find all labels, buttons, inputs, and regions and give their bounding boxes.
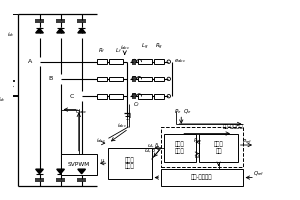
Bar	[154, 77, 164, 81]
Text: $i_{abc}$: $i_{abc}$	[97, 136, 106, 145]
Text: $P_e$: $P_e$	[174, 107, 181, 116]
Bar	[110, 77, 123, 81]
Bar	[138, 59, 152, 64]
Text: $i_{dc}$: $i_{dc}$	[7, 30, 15, 39]
Text: N: N	[127, 114, 130, 119]
Bar	[138, 77, 152, 81]
Polygon shape	[36, 28, 43, 33]
Text: $\omega$: $\omega$	[194, 153, 201, 160]
Text: 虚拟调
速器: 虚拟调 速器	[214, 142, 224, 154]
Bar	[97, 94, 106, 99]
Text: $u$: $u$	[100, 157, 105, 164]
Text: SVPWM: SVPWM	[68, 162, 90, 167]
Text: $U_{abc}$: $U_{abc}$	[75, 107, 88, 116]
Bar	[97, 77, 106, 81]
Polygon shape	[78, 28, 86, 33]
Bar	[97, 59, 106, 64]
Bar	[109, 148, 152, 179]
Text: $R_f$: $R_f$	[98, 46, 106, 55]
Bar	[110, 59, 123, 64]
Text: 有功-频率控制: 有功-频率控制	[223, 124, 243, 129]
Bar	[154, 94, 164, 99]
Polygon shape	[57, 169, 64, 174]
Text: $\omega,\delta$: $\omega,\delta$	[144, 146, 156, 154]
Text: $i_{abc}$: $i_{abc}$	[119, 43, 130, 52]
Text: $P_m$: $P_m$	[193, 136, 202, 145]
Bar	[110, 94, 123, 99]
Polygon shape	[57, 28, 64, 33]
Bar	[200, 134, 238, 162]
Polygon shape	[36, 169, 43, 174]
Text: $C_f$: $C_f$	[134, 100, 141, 109]
Text: $L_g$: $L_g$	[141, 42, 148, 52]
Text: $R_g$: $R_g$	[155, 42, 163, 52]
Bar	[154, 59, 164, 64]
Text: $\omega,\delta$: $\omega,\delta$	[147, 141, 159, 149]
Text: $L_f$: $L_f$	[115, 46, 122, 55]
Bar	[161, 169, 242, 186]
Text: 无功-电压控制: 无功-电压控制	[191, 175, 213, 180]
Text: $Q_{ref}$: $Q_{ref}$	[253, 169, 265, 178]
Bar	[164, 134, 196, 162]
Text: $e_{abc}$: $e_{abc}$	[174, 57, 186, 65]
Text: A: A	[28, 59, 32, 64]
Text: $Q_e$: $Q_e$	[183, 107, 192, 116]
Bar	[161, 127, 242, 167]
Text: 电压电
流闭环: 电压电 流闭环	[125, 157, 135, 169]
Text: C: C	[70, 94, 74, 99]
Text: B: B	[49, 76, 53, 81]
Text: $i_{dc}$: $i_{dc}$	[0, 96, 6, 104]
Text: $i_{abc}$: $i_{abc}$	[117, 121, 127, 130]
Text: 转子机
械方程: 转子机 械方程	[175, 142, 185, 154]
Polygon shape	[78, 169, 86, 174]
Bar	[61, 154, 97, 175]
Text: $P_{ref}$: $P_{ref}$	[242, 137, 253, 146]
Bar	[138, 94, 152, 99]
